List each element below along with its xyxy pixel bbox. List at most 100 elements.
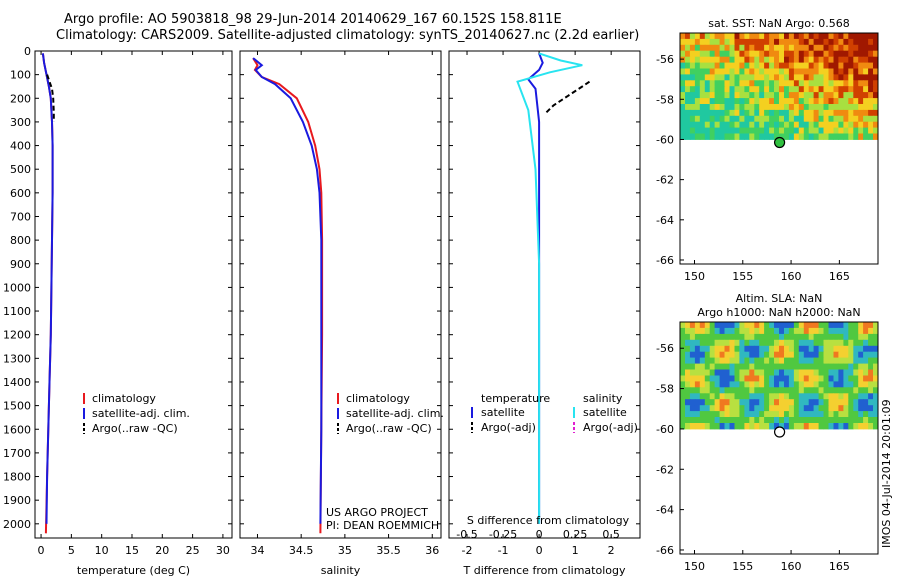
map-cell [843,56,849,64]
map-cell [709,86,716,93]
map-cell [685,38,691,46]
map-cell [863,115,869,123]
plot-frame [34,50,233,539]
map-cell [729,405,735,412]
map-cell [808,357,815,364]
map-cell [858,56,864,64]
map-cell [798,369,805,376]
map-cell [689,339,696,347]
map-cell [823,44,829,52]
map-cell [739,405,745,412]
map-cell [838,44,844,52]
map-cell [788,38,795,46]
map-cell [754,80,760,87]
map-cell [838,92,844,99]
map-cell [744,44,750,52]
map-cell [784,399,790,406]
map-cell [784,381,790,388]
map-cell [863,109,869,117]
map-cell [709,363,716,370]
map-cell [858,375,864,382]
map-cell [699,133,706,140]
x-tick-label: 0 [536,544,543,557]
map-cell [749,133,755,140]
map-cell [709,399,716,406]
map-cell [813,104,820,111]
map-cell [833,86,839,93]
map-cell [823,33,829,40]
map-x-tick-label: 150 [684,560,705,573]
map-cell [680,121,686,129]
map-cell [784,327,790,335]
map-cell [873,92,879,99]
map-cell [774,38,780,46]
map-cell [704,68,711,75]
y-tick-label: 700 [10,210,31,223]
map-cell [838,375,844,382]
map-cell [828,375,834,382]
map-cell [843,363,849,370]
y-tick-label: 500 [10,163,31,176]
map-cell [764,411,770,418]
map-cell [759,405,765,412]
map-cell [803,411,810,418]
map-cell [803,393,810,400]
map-cell [729,115,735,123]
map-cell [788,44,795,52]
map-cell [764,104,770,111]
map-cell [704,345,711,353]
map-cell [793,104,800,111]
map-cell [774,33,780,40]
map-cell [694,121,701,129]
map-cell [714,50,721,58]
map-cell [863,345,869,353]
map-cell [803,74,810,81]
map-cell [754,339,760,347]
map-cell [694,357,701,364]
map-cell [853,127,859,134]
map-cell [769,44,775,52]
map-cell [868,44,874,52]
map-cell [764,80,770,87]
map-cell [779,80,785,87]
map-cell [798,423,805,430]
map-cell [798,327,805,335]
map-cell [724,74,730,81]
map-cell [803,345,810,353]
map-cell [779,115,785,123]
map-cell [774,322,780,329]
map-cell [729,86,735,93]
map-cell [868,333,874,341]
map-cell [798,104,805,111]
map-cell [858,327,864,335]
map-cell [694,74,701,81]
map-cell [868,68,874,75]
y-tick-label: 1400 [3,376,31,389]
map-cell [699,104,706,111]
map-cell [853,38,859,46]
map-cell [843,80,849,87]
map-cell [838,109,844,117]
map-cell [868,92,874,99]
map-cell [853,375,859,382]
map-cell [808,393,815,400]
map-cell [868,50,874,58]
map-cell [813,363,820,370]
map-cell [749,86,755,93]
map-cell [729,80,735,87]
map-cell [784,109,790,117]
map-cell [828,387,834,394]
map-cell [685,393,691,400]
map-cell [788,381,795,388]
map-cell [803,50,810,58]
map-cell [863,327,869,335]
map-cell [788,80,795,87]
map-cell [843,109,849,117]
map-cell [873,327,879,335]
map-cell [749,38,755,46]
map-cell [719,115,726,123]
map-cell [719,104,726,111]
map-cell [798,68,805,75]
map-cell [704,322,711,329]
map-cell [798,33,805,40]
